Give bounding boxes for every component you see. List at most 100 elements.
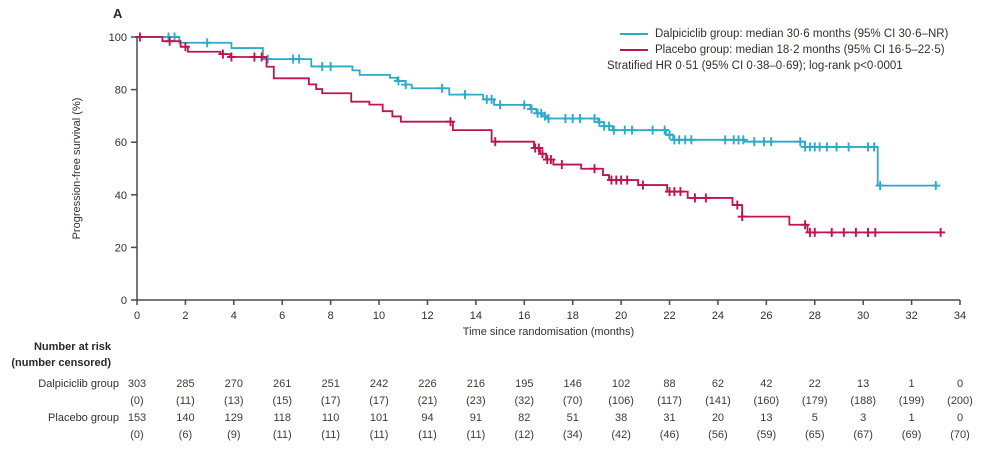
x-tick-label: 16 — [518, 310, 530, 322]
censored-value: (70) — [562, 395, 583, 407]
at-risk-value: 102 — [611, 378, 631, 390]
x-tick-label: 20 — [615, 310, 627, 322]
x-tick-label: 14 — [470, 310, 482, 322]
at-risk-value: 0 — [956, 412, 964, 424]
censored-value: (12) — [514, 429, 535, 441]
censored-value: (11) — [176, 395, 195, 407]
at-risk-value: 270 — [224, 378, 243, 390]
censored-value: (11) — [369, 429, 389, 441]
legend-hr-note: Stratified HR 0·51 (95% CI 0·38–0·69); l… — [607, 60, 903, 72]
censored-value: (32) — [514, 395, 535, 407]
censored-value: (17) — [320, 395, 341, 407]
at-risk-value: 91 — [469, 412, 482, 424]
at-risk-value: 242 — [369, 378, 389, 390]
censored-value: (13) — [224, 395, 244, 407]
censored-value: (17) — [369, 395, 389, 407]
x-tick-label: 10 — [373, 310, 385, 322]
at-risk-value: 1 — [908, 412, 915, 424]
y-tick-label: 20 — [115, 242, 127, 254]
at-risk-value: 101 — [369, 412, 389, 424]
censored-value: (160) — [753, 395, 780, 407]
at-risk-value: 216 — [466, 378, 486, 390]
at-risk-value: 42 — [760, 378, 773, 390]
censored-value: (106) — [608, 395, 634, 407]
censored-value: (69) — [901, 429, 922, 441]
y-tick-label: 100 — [109, 32, 127, 44]
at-risk-value: 3 — [860, 412, 867, 424]
x-tick-label: 4 — [231, 310, 237, 322]
legend: Dalpiciclib group: median 30·6 months (9… — [607, 26, 948, 74]
censored-value: (65) — [804, 429, 825, 441]
at-risk-value: 118 — [273, 412, 292, 424]
censored-value: (141) — [705, 395, 731, 407]
censored-value: (59) — [756, 429, 777, 441]
x-tick-label: 22 — [663, 310, 675, 322]
censored-value: (67) — [853, 429, 873, 441]
x-tick-label: 28 — [809, 310, 821, 322]
censored-value: (0) — [130, 395, 144, 407]
x-tick-label: 12 — [421, 310, 433, 322]
at-risk-value: 22 — [808, 378, 821, 390]
censored-value: (0) — [130, 429, 144, 441]
censored-value: (11) — [321, 429, 341, 441]
at-risk-value: 51 — [566, 412, 579, 424]
x-tick-label: 8 — [328, 310, 334, 322]
panel-label: A — [113, 6, 123, 21]
at-risk-value: 226 — [418, 378, 437, 390]
at-risk-value: 20 — [711, 412, 725, 424]
at-risk-value: 82 — [518, 412, 531, 424]
at-risk-value: 62 — [711, 378, 725, 390]
at-risk-value: 88 — [663, 378, 676, 390]
at-risk-value: 303 — [127, 378, 147, 390]
x-tick-label: 32 — [905, 310, 917, 322]
at-risk-value: 38 — [614, 412, 628, 424]
censored-value: (70) — [950, 429, 970, 441]
censored-value: (9) — [227, 429, 241, 441]
censored-value: (15) — [272, 395, 293, 407]
censored-value: (11) — [466, 429, 486, 441]
at-risk-value: 153 — [127, 412, 147, 424]
censored-value: (23) — [466, 395, 486, 407]
y-axis-title: Progression-free survival (%) — [71, 98, 83, 240]
at-risk-value: 110 — [321, 412, 340, 424]
risk-row-label-placebo: Placebo group — [48, 412, 119, 424]
y-tick-label: 40 — [115, 190, 127, 202]
censored-value: (11) — [272, 429, 292, 441]
placebo-line-swatch — [620, 49, 648, 51]
at-risk-value: 5 — [811, 412, 818, 424]
censored-value: (46) — [659, 429, 680, 441]
at-risk-value: 140 — [176, 412, 195, 424]
risk-table-header-1: Number at risk — [33, 341, 111, 353]
censored-value: (179) — [801, 395, 828, 407]
x-tick-label: 26 — [760, 310, 772, 322]
at-risk-value: 129 — [224, 412, 243, 424]
censored-value: (11) — [418, 429, 437, 441]
censored-value: (199) — [898, 395, 925, 407]
at-risk-value: 146 — [563, 378, 582, 390]
legend-entry-label: Dalpiciclib group: median 30·6 months (9… — [655, 28, 949, 40]
censored-value: (117) — [657, 395, 682, 407]
at-risk-value: 251 — [321, 378, 340, 390]
x-axis-title: Time since randomisation (months) — [463, 326, 634, 338]
y-tick-label: 80 — [115, 85, 127, 97]
x-tick-label: 0 — [134, 310, 140, 322]
at-risk-value: 195 — [515, 378, 534, 390]
y-tick-label: 60 — [115, 137, 127, 149]
at-risk-value: 261 — [273, 378, 292, 390]
legend-entry-placebo: Placebo group: median 18·2 months (95% C… — [607, 42, 948, 58]
censored-value: (6) — [178, 429, 193, 441]
censored-value: (34) — [562, 429, 583, 441]
x-tick-label: 6 — [279, 310, 285, 322]
y-tick-label: 0 — [121, 295, 127, 307]
risk-table-header-2: (number censored) — [11, 357, 111, 369]
x-tick-label: 34 — [954, 310, 966, 322]
x-tick-label: 2 — [182, 310, 188, 322]
censored-value: (56) — [708, 429, 728, 441]
at-risk-value: 0 — [956, 378, 964, 390]
at-risk-value: 285 — [176, 378, 195, 390]
censored-value: (21) — [417, 395, 438, 407]
censored-value: (200) — [947, 395, 973, 407]
at-risk-value: 31 — [663, 412, 676, 424]
